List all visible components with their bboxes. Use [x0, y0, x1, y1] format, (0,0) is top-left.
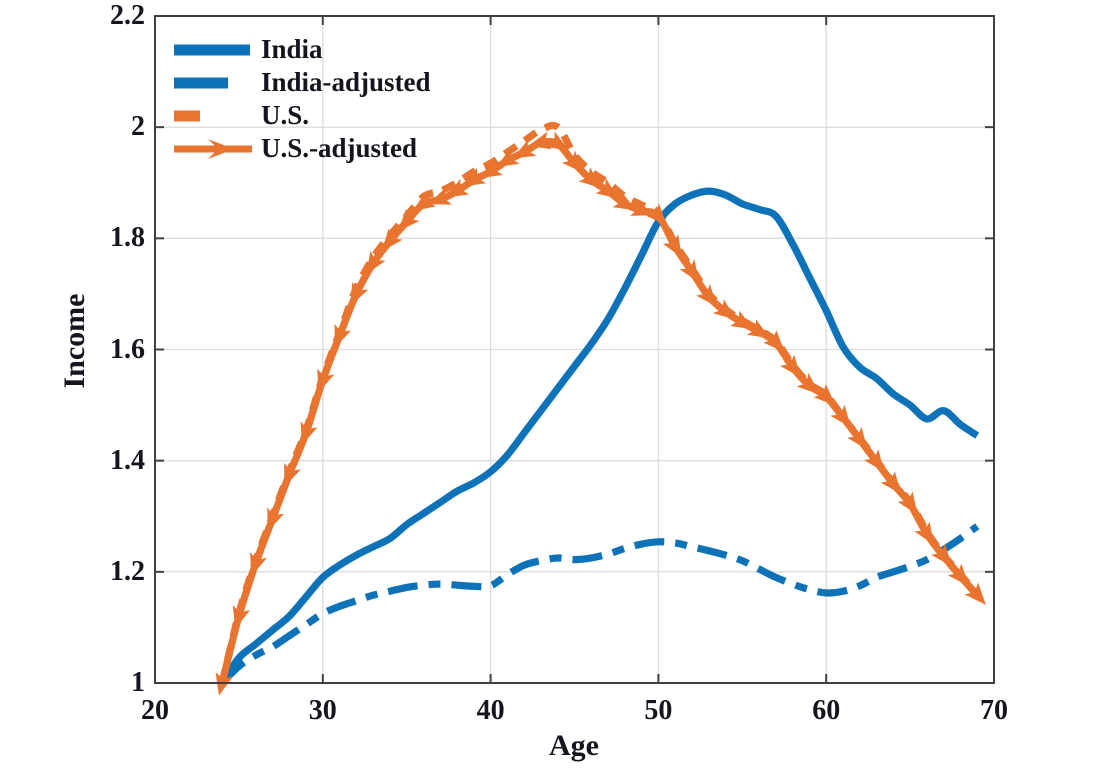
u-s-adjusted-arrow-marker: [528, 131, 552, 150]
y-tick-label: 1.2: [110, 555, 145, 587]
u-s-adjusted-arrow-marker: [479, 159, 503, 179]
u-s-adjusted-arrow-marker: [398, 208, 420, 232]
u-s-adjusted-arrow-marker: [317, 368, 335, 393]
u-s-adjusted-arrow-marker: [300, 421, 318, 446]
u-s-adjusted-arrow-marker: [780, 354, 801, 378]
y-tick-label: 1.4: [110, 444, 145, 476]
u-s-adjusted-arrow-marker: [545, 131, 569, 151]
india-adjusted-line: [219, 523, 980, 686]
u-s-adjusted-arrow-marker: [462, 167, 487, 187]
u-s-adjusted-arrow-marker: [496, 148, 520, 167]
legend: India India-adjusted U.S. U.S.-adjusted: [172, 33, 431, 165]
u-s-adjusted-arrow-marker: [931, 543, 952, 567]
legend-label-u-s-adjusted: U.S.-adjusted: [261, 133, 418, 163]
u-s-adjusted-arrow-marker: [561, 150, 584, 173]
u-s-adjusted-arrow-marker: [947, 563, 969, 587]
y-tick-label: 2.2: [110, 0, 145, 31]
x-tick-label: 50: [644, 695, 673, 726]
y-tick-label: 2: [131, 111, 145, 143]
legend-swatch-u-s-adjusted: [174, 138, 252, 159]
legend-item-u-s: U.S.: [172, 99, 431, 132]
y-tick-label: 1: [131, 667, 145, 698]
u-s-adjusted-arrow-marker: [696, 284, 718, 307]
legend-item-u-s-adjusted: U.S.-adjusted: [172, 132, 431, 165]
u-s-adjusted-arrow-marker: [512, 140, 537, 159]
u-s-adjusted-arrow-marker: [428, 187, 452, 205]
legend-label-u-s: U.S.: [261, 100, 310, 130]
legend-item-india: India: [172, 33, 431, 66]
x-tick-label: 40: [476, 695, 505, 726]
x-tick-label: 30: [308, 695, 337, 726]
u-s-adjusted-arrow-marker: [284, 462, 301, 487]
u-s-adjusted-arrow-marker: [250, 552, 268, 576]
legend-item-india-adjusted: India-adjusted: [172, 66, 431, 99]
u-s-adjusted-arrow-marker: [964, 582, 986, 605]
u-s-adjusted-arrow-marker: [366, 250, 386, 275]
y-tick-label: 1.8: [110, 222, 145, 254]
legend-swatch-u-s: [174, 110, 200, 121]
legend-label-india: India: [261, 34, 323, 64]
u-s-adjusted-arrow-marker: [645, 203, 668, 226]
x-axis-title: Age: [549, 729, 599, 762]
x-tick-label: 70: [980, 695, 1008, 726]
u-s-adjusted-arrow-marker: [730, 310, 754, 330]
u-s-adjusted-arrow-marker: [412, 191, 436, 212]
u-s-adjusted-arrow-marker: [679, 259, 700, 283]
u-s-adjusted-arrow-marker: [578, 167, 602, 189]
u-s-adjusted-arrow-marker: [612, 191, 637, 211]
u-s-adjusted-arrow-marker: [232, 605, 250, 629]
legend-swatch-india: [174, 44, 250, 55]
u-s-adjusted-arrow-marker: [863, 449, 885, 473]
u-s-adjusted-arrow-marker: [880, 471, 902, 495]
u-s-adjusted-arrow-marker: [381, 228, 403, 252]
u-s-adjusted-arrow-marker: [813, 384, 836, 406]
y-tick-label: 1.6: [110, 333, 145, 365]
legend-swatch-india-adjusted: [174, 77, 228, 88]
u-s-adjusted-arrow-marker: [796, 372, 820, 395]
u-s-adjusted-arrow-marker: [830, 404, 851, 428]
u-s-adjusted-arrow-marker: [350, 282, 369, 306]
u-s-adjusted-arrow-marker: [897, 491, 918, 515]
u-s-line: [218, 121, 980, 684]
legend-label-india-adjusted: India-adjusted: [261, 67, 431, 97]
u-s-adjusted-arrow-marker: [334, 324, 352, 348]
x-tick-label: 60: [812, 695, 841, 726]
u-s-adjusted-arrow-marker: [914, 521, 934, 545]
u-s-adjusted-arrow-marker: [595, 178, 619, 199]
u-s-adjusted-arrow-marker: [445, 178, 470, 198]
india-line: [219, 187, 980, 686]
u-s-adjusted-line: [218, 137, 980, 684]
u-s-adjusted-arrow-marker: [847, 426, 868, 450]
u-s-adjusted-arrow-marker: [763, 330, 785, 353]
u-s-adjusted-arrow-marker: [662, 234, 682, 258]
u-s-adjusted-arrow-marker: [746, 319, 771, 339]
u-s-adjusted-arrow-marker: [630, 199, 654, 216]
u-s-adjusted-arrow-marker: [267, 507, 285, 532]
u-s-adjusted-arrow-marker: [712, 299, 736, 320]
x-tick-label: 20: [141, 695, 169, 726]
